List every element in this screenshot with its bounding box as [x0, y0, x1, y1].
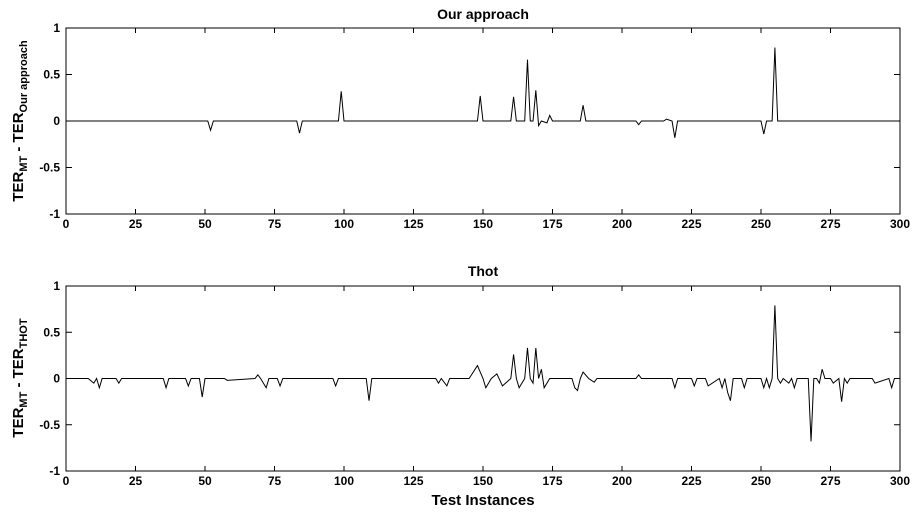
x-tick-label: 175	[542, 217, 562, 231]
y-tick-label: 0.5	[43, 68, 60, 82]
y-tick-label: -1	[49, 464, 60, 478]
y-tick-label: 0.5	[43, 325, 60, 339]
panel-2-series-line	[66, 305, 900, 442]
x-tick-label: 275	[820, 474, 840, 488]
panel-1-axes: 0 25 50 75 100 125 150 175 200 225 250 275 30010.50-…	[39, 21, 910, 231]
x-tick-label: 75	[268, 217, 282, 231]
x-tick-label: 25	[129, 217, 143, 231]
y-tick-label: 0	[53, 372, 60, 386]
x-tick-label: 0	[63, 474, 70, 488]
x-tick-label: 300	[890, 217, 910, 231]
x-tick-label: 200	[612, 217, 632, 231]
x-tick-label: 250	[751, 474, 771, 488]
x-tick-label: 0	[63, 217, 70, 231]
panel-thot: Thot 0 25 50 75 100 125 150 175 200 225 250 275 300 1…	[10, 263, 910, 509]
x-tick-label: 100	[334, 474, 354, 488]
x-tick-label: 25	[129, 474, 143, 488]
x-tick-label: 225	[681, 474, 701, 488]
y-tick-label: -0.5	[39, 161, 60, 175]
y-tick-label: 1	[53, 279, 60, 293]
x-tick-label: 150	[473, 474, 493, 488]
panel-1-title: Our approach	[437, 6, 529, 22]
x-tick-label: 50	[198, 474, 212, 488]
y-tick-label: -0.5	[39, 418, 60, 432]
x-tick-label: 150	[473, 217, 493, 231]
x-tick-label: 50	[198, 217, 212, 231]
x-axis-label: Test Instances	[431, 492, 534, 509]
y-tick-label: 0	[53, 114, 60, 128]
x-tick-label: 250	[751, 217, 771, 231]
x-tick-label: 275	[820, 217, 840, 231]
x-tick-label: 125	[403, 217, 423, 231]
x-tick-label: 175	[542, 474, 562, 488]
x-tick-label: 200	[612, 474, 632, 488]
x-tick-label: 100	[334, 217, 354, 231]
panel-2-y-axis-label: TERMT - TERTHOT	[10, 318, 30, 437]
x-tick-label: 125	[403, 474, 423, 488]
x-tick-label: 75	[268, 474, 282, 488]
y-tick-label: -1	[49, 207, 60, 221]
y-tick-label: 1	[53, 21, 60, 35]
panel-2-title: Thot	[468, 263, 499, 279]
x-tick-label: 300	[890, 474, 910, 488]
panel-2-axes: 0 25 50 75 100 125 150 175 200 225 250 275 30010.50-…	[39, 279, 910, 488]
x-tick-label: 225	[681, 217, 701, 231]
panel-1-series-line	[66, 47, 900, 138]
panel-1-y-axis-label: TERMT - TEROur approach	[10, 40, 30, 202]
panel-our-approach: Our approach 0 25 50 75 100 125 150 175 200 225 25…	[10, 6, 910, 231]
